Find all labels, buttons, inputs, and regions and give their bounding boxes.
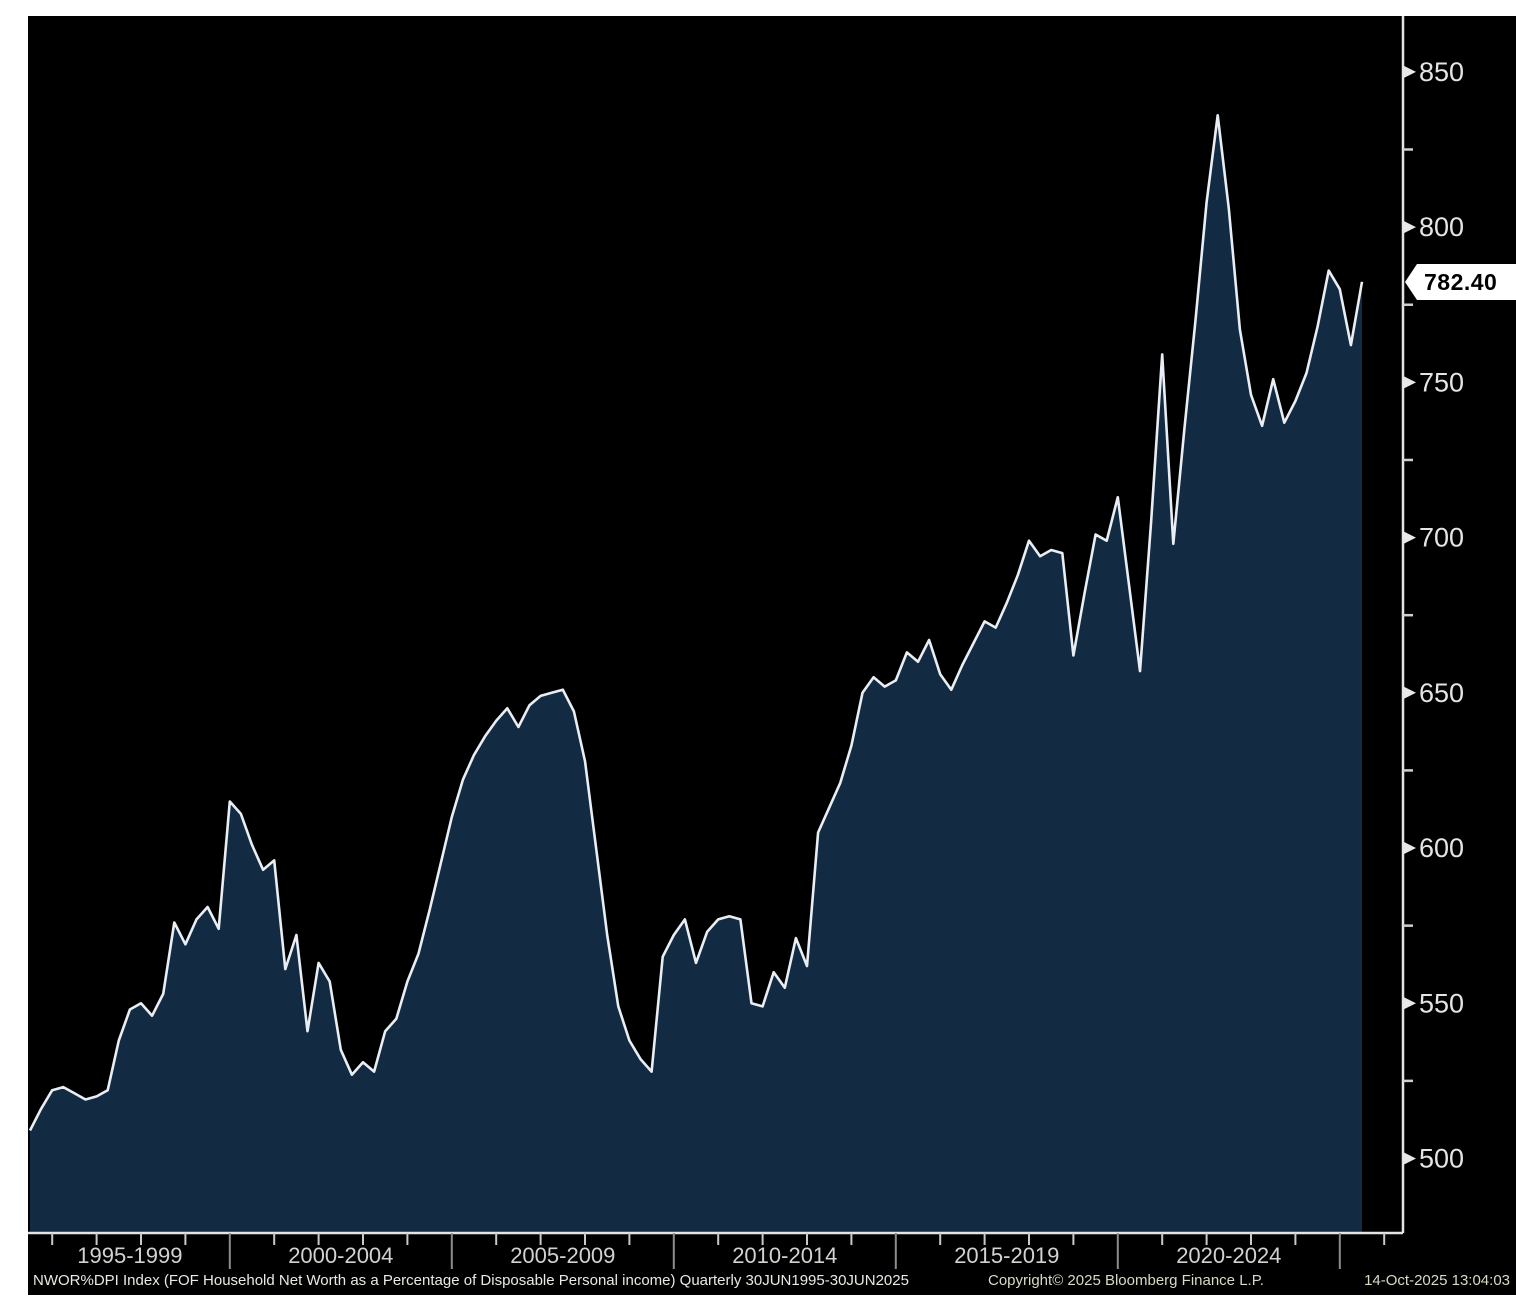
y-axis-tick-arrow — [1403, 375, 1416, 389]
y-axis-tick-arrow — [1403, 531, 1416, 545]
x-axis-group-label: 2005-2009 — [510, 1243, 615, 1268]
x-axis-group-label: 2000-2004 — [288, 1243, 393, 1268]
y-axis-label: 550 — [1419, 988, 1464, 1018]
y-axis-label: 850 — [1419, 57, 1464, 87]
y-axis-tick-arrow — [1403, 686, 1416, 700]
timestamp: 14-Oct-2025 13:04:03 — [1364, 1272, 1510, 1289]
y-axis-tick-arrow — [1403, 841, 1416, 855]
y-axis-label: 750 — [1419, 367, 1464, 397]
copyright-notice: Copyright© 2025 Bloomberg Finance L.P. — [988, 1272, 1264, 1289]
y-axis-tick-arrow — [1403, 220, 1416, 234]
y-axis-tick-arrow — [1403, 996, 1416, 1010]
area-fill — [30, 115, 1362, 1233]
y-axis-label: 600 — [1419, 833, 1464, 863]
x-axis-group-label: 2015-2019 — [954, 1243, 1059, 1268]
price-line — [28, 114, 1364, 1132]
x-axis-group-label: 1995-1999 — [77, 1243, 182, 1268]
y-axis-label: 500 — [1419, 1143, 1464, 1173]
security-description: NWOR%DPI Index (FOF Household Net Worth … — [33, 1272, 909, 1289]
y-axis-tick-arrow — [1403, 65, 1416, 79]
y-axis-tick-arrow — [1403, 1151, 1416, 1165]
y-axis-label: 700 — [1419, 523, 1464, 553]
last-price-value: 782.40 — [1424, 268, 1498, 295]
x-axis-group-label: 2010-2014 — [732, 1243, 837, 1268]
y-axis-label: 650 — [1419, 678, 1464, 708]
x-axis-group-label: 2020-2024 — [1176, 1243, 1281, 1268]
last-price-flag: 782.40 — [1405, 264, 1516, 300]
y-axis-label: 800 — [1419, 212, 1464, 242]
